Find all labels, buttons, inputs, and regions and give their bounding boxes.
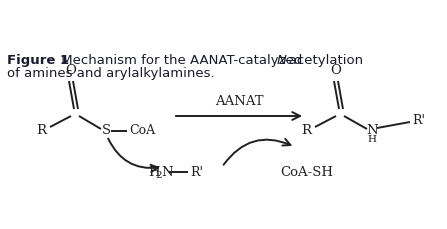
Text: Figure 1: Figure 1 <box>7 54 69 67</box>
Text: R': R' <box>412 114 425 128</box>
Text: N: N <box>366 123 378 136</box>
Text: R: R <box>36 125 46 137</box>
Text: 2: 2 <box>155 172 162 180</box>
Text: R': R' <box>190 166 203 178</box>
Text: R: R <box>301 125 311 137</box>
Text: O: O <box>66 64 76 77</box>
Text: O: O <box>331 64 342 77</box>
Text: N: N <box>161 166 173 178</box>
Text: H: H <box>367 136 376 144</box>
Text: AANAT: AANAT <box>215 95 263 108</box>
Text: Mechanism for the AANAT-catalyzed: Mechanism for the AANAT-catalyzed <box>57 54 307 67</box>
Text: CoA-SH: CoA-SH <box>280 166 333 178</box>
Text: H: H <box>148 166 160 178</box>
Text: -acetylation: -acetylation <box>284 54 363 67</box>
Text: CoA: CoA <box>129 125 155 137</box>
Text: S: S <box>101 125 110 137</box>
Text: of amines and arylalkylamines.: of amines and arylalkylamines. <box>7 67 215 80</box>
Text: N: N <box>277 54 287 67</box>
